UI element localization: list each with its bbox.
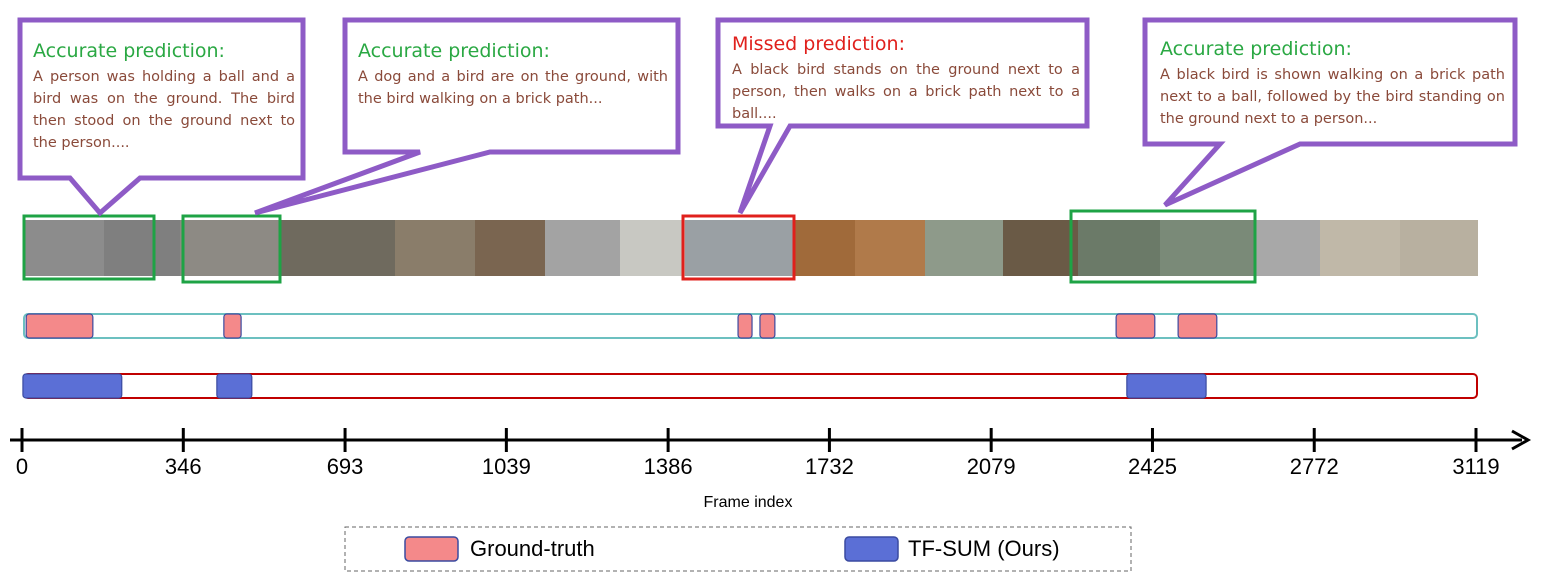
legend-label: TF-SUM (Ours): [908, 536, 1060, 561]
callouts: [17, 17, 1518, 217]
segment: [22, 373, 123, 399]
x-axis-label: Frame index: [704, 494, 793, 511]
legend-swatch: [844, 536, 899, 562]
segment: [25, 313, 94, 339]
callout-body: A black bird is shown walking on a brick…: [1160, 67, 1505, 127]
segment: [1177, 313, 1218, 339]
legend-box: [344, 526, 1132, 572]
segment: [1115, 313, 1156, 339]
callout-text: Accurate prediction: A black bird is show…: [1160, 38, 1505, 130]
callout-title: Missed prediction:: [732, 33, 905, 55]
callout-body: A dog and a bird are on the ground, with…: [358, 69, 668, 107]
callout-body: A person was holding a ball and a bird w…: [33, 69, 295, 151]
segment: [737, 313, 753, 339]
frame-strip: [24, 220, 1478, 276]
legend-label: Ground-truth: [470, 536, 595, 561]
callout-title: Accurate prediction:: [358, 40, 550, 62]
x-tick-label: 1039: [482, 454, 531, 479]
segment: [216, 373, 253, 399]
segment: [1126, 373, 1207, 399]
axis-arrow: [1511, 429, 1532, 451]
x-tick-label: 2425: [1128, 454, 1177, 479]
x-tick-label: 3119: [1452, 454, 1499, 479]
segment: [759, 313, 776, 339]
x-tick-label: 346: [165, 454, 202, 479]
callout-text: Accurate prediction: A person was holding…: [33, 40, 295, 154]
legend-swatch: [404, 536, 459, 562]
x-tick-label: 0: [16, 454, 28, 479]
x-tick-label: 2079: [967, 454, 1016, 479]
callout-body: A black bird stands on the ground next t…: [732, 62, 1080, 122]
x-tick-label: 693: [327, 454, 364, 479]
x-tick-label: 2772: [1290, 454, 1339, 479]
callout-title: Accurate prediction:: [1160, 38, 1352, 60]
callout-title: Accurate prediction:: [33, 40, 225, 62]
callout-text: Missed prediction: A black bird stands on…: [732, 33, 1080, 125]
x-tick-label: 1386: [644, 454, 693, 479]
x-tick-label: 1732: [805, 454, 854, 479]
callout-text: Accurate prediction: A dog and a bird are…: [358, 40, 668, 110]
segment: [223, 313, 242, 339]
highlight-boxes: [22, 209, 1257, 284]
